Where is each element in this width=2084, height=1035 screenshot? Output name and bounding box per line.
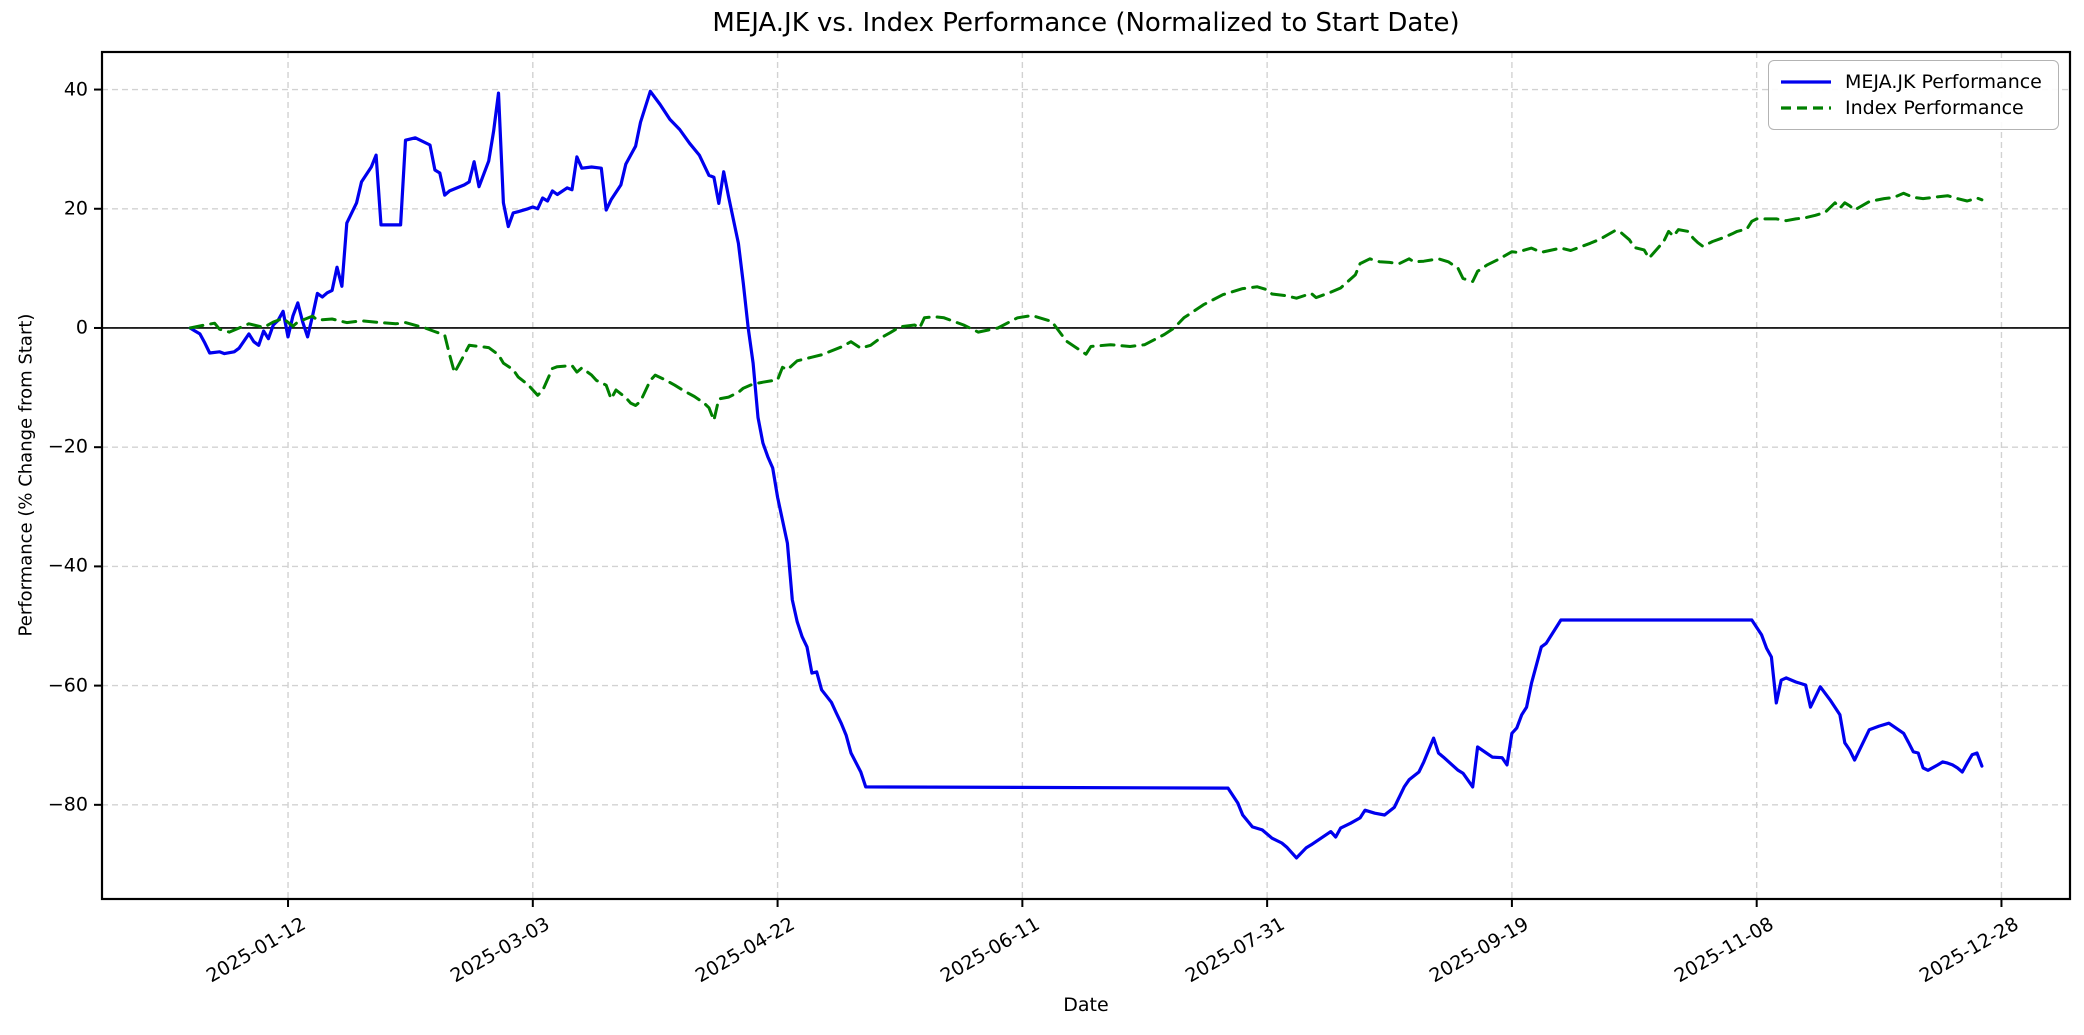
y-axis-label: Performance (% Change from Start)	[15, 313, 37, 637]
legend-item-index: Index Performance	[1779, 96, 2048, 119]
plot-spines	[100, 50, 2072, 901]
x-axis-label: Date	[1063, 994, 1109, 1016]
legend-line-dashed-icon	[1781, 106, 1831, 110]
legend-label-index: Index Performance	[1845, 96, 2024, 119]
legend-item-meja-jk: MEJA.JK Performance	[1779, 70, 2048, 93]
chart-title: MEJA.JK vs. Index Performance (Normalize…	[712, 8, 1460, 38]
series-line-meja-jk-performance	[188, 89, 1984, 860]
series-line-index-performance	[188, 191, 1984, 422]
legend-line-solid-icon	[1781, 80, 1831, 84]
legend-label-meja-jk: MEJA.JK Performance	[1845, 70, 2042, 93]
legend-box: MEJA.JK Performance Index Performance	[1768, 60, 2059, 130]
